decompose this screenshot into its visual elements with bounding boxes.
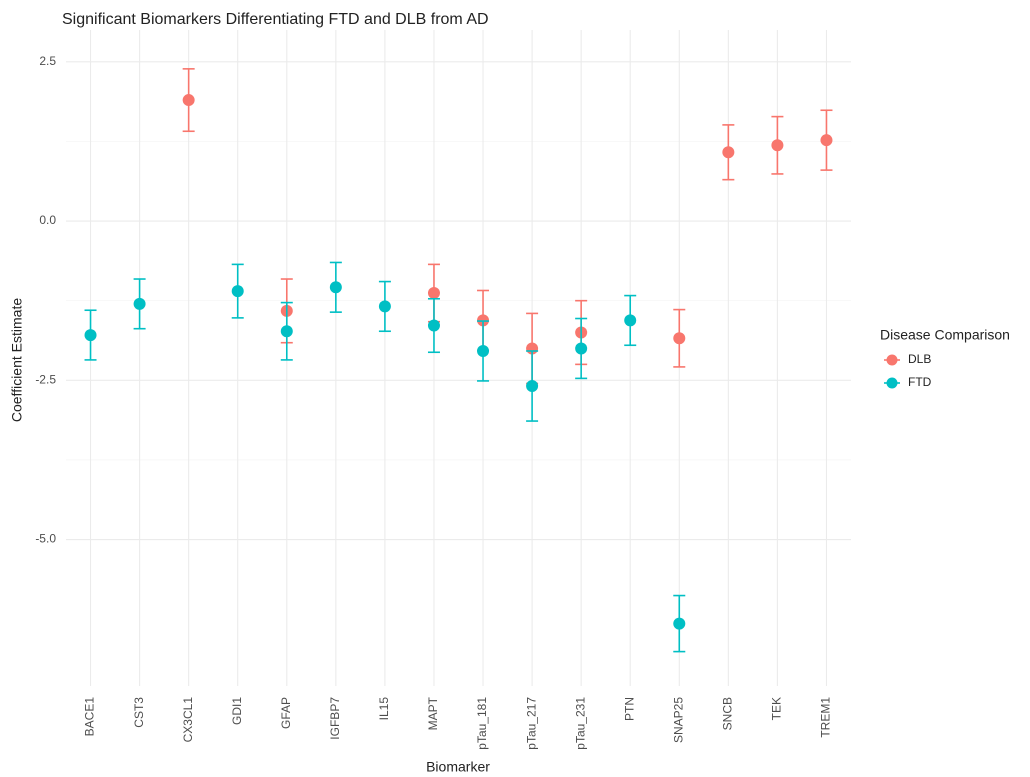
error-bar xyxy=(427,297,440,354)
error-bar xyxy=(329,261,342,313)
x-tick-label: TREM1 xyxy=(819,697,833,738)
point xyxy=(477,344,490,357)
x-tick-label: GFAP xyxy=(279,697,293,729)
x-tick-label: CST3 xyxy=(132,697,146,728)
y-tick-label: 2.5 xyxy=(39,54,56,68)
error-bar xyxy=(575,317,588,380)
error-bar xyxy=(182,68,195,133)
x-tick-label: MAPT xyxy=(426,696,440,730)
x-tick-label: TEK xyxy=(770,697,784,720)
error-bar xyxy=(84,309,97,361)
point xyxy=(722,146,735,159)
error-bar xyxy=(280,301,293,361)
point xyxy=(771,139,784,152)
error-bar xyxy=(526,350,539,422)
point xyxy=(231,285,244,298)
error-bar xyxy=(477,320,490,382)
marks xyxy=(84,68,833,653)
point xyxy=(575,342,588,355)
x-tick-label: PTN xyxy=(622,697,636,721)
legend-key xyxy=(886,377,898,389)
legend-label: FTD xyxy=(908,375,932,389)
point xyxy=(427,319,440,332)
y-tick-label: -2.5 xyxy=(35,372,56,386)
legend-title: Disease Comparison xyxy=(880,327,1010,343)
x-tick-label: pTau_217 xyxy=(524,697,538,750)
error-bar xyxy=(378,280,391,333)
x-tick-label: BACE1 xyxy=(83,697,97,737)
error-bar xyxy=(624,294,637,347)
legend-label: DLB xyxy=(908,352,931,366)
error-bar xyxy=(673,308,686,368)
point xyxy=(526,380,539,393)
error-bar xyxy=(133,278,146,330)
point xyxy=(673,617,686,630)
chart-title: Significant Biomarkers Differentiating F… xyxy=(62,11,489,28)
legend-key xyxy=(886,354,898,366)
x-tick-label: SNAP25 xyxy=(671,697,685,743)
point xyxy=(182,94,195,107)
error-bar xyxy=(771,115,784,175)
x-tick-label: GDI1 xyxy=(230,697,244,725)
y-axis-title: Coefficient Estimate xyxy=(9,298,25,422)
error-bar xyxy=(231,263,244,319)
error-bar xyxy=(673,594,686,653)
y-tick-label: 0.0 xyxy=(39,213,56,227)
grid xyxy=(66,30,851,686)
x-axis-title: Biomarker xyxy=(426,759,490,775)
error-bar xyxy=(820,109,833,171)
point xyxy=(427,287,440,300)
point xyxy=(280,325,293,338)
point xyxy=(820,134,833,147)
x-tick-label: SNCB xyxy=(721,697,735,730)
x-tick-label: pTau_231 xyxy=(573,697,587,750)
error-bar xyxy=(722,124,735,181)
point xyxy=(624,314,637,327)
point xyxy=(329,281,342,294)
x-tick-label: pTau_181 xyxy=(475,697,489,750)
point xyxy=(673,332,686,345)
x-tick-label: CX3CL1 xyxy=(181,697,195,743)
x-tick-label: IGFBP7 xyxy=(328,697,342,740)
point xyxy=(84,329,97,342)
y-tick-label: -5.0 xyxy=(35,532,56,546)
x-tick-label: IL15 xyxy=(377,697,391,721)
point xyxy=(378,300,391,313)
point xyxy=(133,297,146,310)
